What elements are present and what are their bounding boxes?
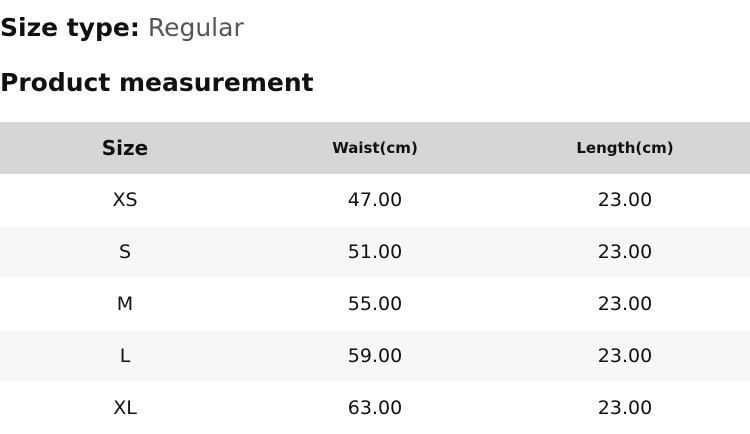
cell-length: 23.00: [597, 189, 653, 211]
cell-size: L: [119, 345, 131, 367]
cell-size: S: [118, 241, 132, 263]
size-type-label: Size type:: [0, 13, 140, 42]
size-type-value: Regular: [147, 13, 244, 42]
cell-length: 23.00: [597, 345, 653, 367]
cell-length: 23.00: [597, 293, 653, 315]
cell-waist: 63.00: [347, 397, 403, 419]
table-row: XL 63.00 23.00: [0, 382, 750, 434]
cell-size: XL: [113, 397, 137, 419]
size-type: Size type: Regular: [0, 12, 244, 44]
header-length: Length(cm): [576, 139, 674, 157]
cell-waist: 47.00: [347, 189, 403, 211]
header-waist: Waist(cm): [332, 139, 418, 157]
cell-size: XS: [112, 189, 138, 211]
section-title: Product measurement: [0, 68, 314, 97]
table-row: S 51.00 23.00: [0, 226, 750, 278]
cell-waist: 55.00: [347, 293, 403, 315]
table-row: L 59.00 23.00: [0, 330, 750, 382]
measurement-table: Size Waist(cm) Length(cm) XS 47.00 23.00 S 5…: [0, 122, 750, 434]
table-header-row: Size Waist(cm) Length(cm): [0, 122, 750, 174]
cell-length: 23.00: [597, 241, 653, 263]
cell-length: 23.00: [597, 397, 653, 419]
table-row: M 55.00 23.00: [0, 278, 750, 330]
cell-size: M: [116, 293, 134, 315]
cell-waist: 59.00: [347, 345, 403, 367]
table-row: XS 47.00 23.00: [0, 174, 750, 226]
header-size: Size: [101, 136, 149, 160]
cell-waist: 51.00: [347, 241, 403, 263]
